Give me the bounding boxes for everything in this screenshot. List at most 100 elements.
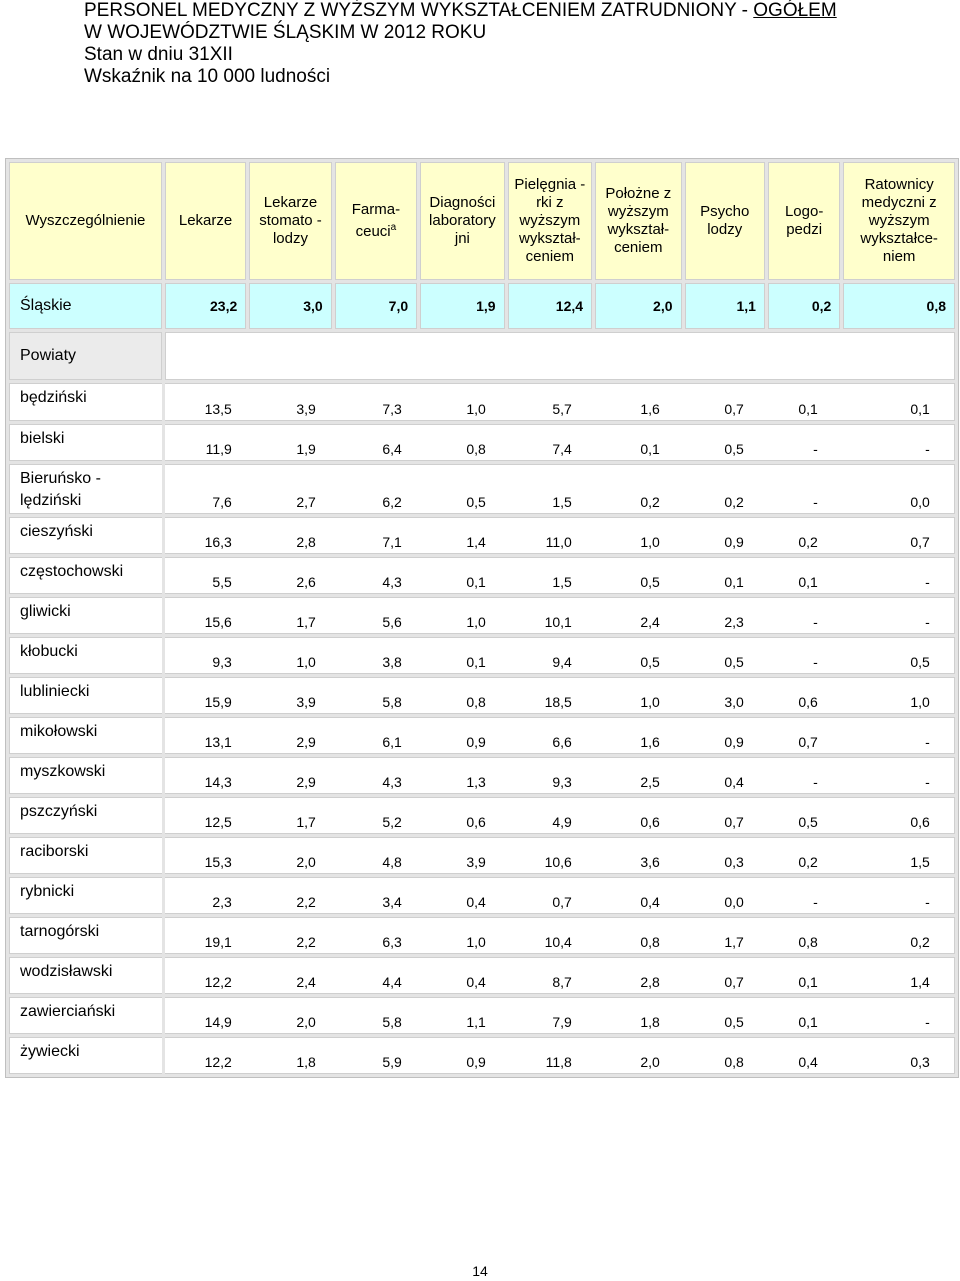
cell-value: 0,8 — [798, 934, 818, 950]
powiaty-row: Powiaty — [9, 332, 955, 380]
cell-value: 0,0 — [724, 894, 744, 910]
cell-value: 2,8 — [296, 534, 316, 550]
cell-value: 0,7 — [798, 734, 818, 750]
slaskie-value: 2,0 — [595, 283, 682, 329]
cell-value: 0,5 — [724, 654, 744, 670]
cell-value: - — [813, 654, 818, 670]
cell-value: 1,0 — [466, 614, 486, 630]
cell-value: 0,1 — [640, 441, 660, 457]
header-farmaceuci: Farma- ceucia — [334, 162, 418, 280]
cell-value: 2,0 — [296, 1014, 316, 1030]
cell-value: 1,6 — [640, 401, 660, 417]
row-values: 11,9 1,9 6,4 0,8 7,4 0,1 0,5 - - — [164, 424, 955, 461]
cell-value: 5,7 — [552, 401, 572, 417]
row-values-grid: 11,9 1,9 6,4 0,8 7,4 0,1 0,5 - - — [165, 425, 954, 460]
cell-value: 5,9 — [382, 1054, 402, 1070]
cell-value: 1,0 — [640, 534, 660, 550]
row-values-grid: 13,5 3,9 7,3 1,0 5,7 1,6 0,7 0,1 0,1 — [165, 384, 954, 420]
cell-value: 3,9 — [466, 854, 486, 870]
cell-value: 4,9 — [552, 814, 572, 830]
cell-value: 6,3 — [382, 934, 402, 950]
cell-value: 0,5 — [724, 1014, 744, 1030]
cell-value: 5,5 — [212, 574, 232, 590]
cell-value: 0,4 — [466, 894, 486, 910]
row-values: 7,6 2,7 6,2 0,5 1,5 0,2 0,2 - 0,0 — [164, 464, 955, 514]
cell-value: 1,0 — [640, 694, 660, 710]
table-row: żywiecki 12,2 1,8 5,9 0,9 11,8 2,0 0,8 0,4 0,3 — [9, 1037, 955, 1074]
title-line-4: Wskaźnik na 10 000 ludności — [84, 66, 331, 87]
cell-value: 1,3 — [466, 774, 486, 790]
header-psycholodzy: Psycho lodzy — [684, 162, 765, 280]
cell-value: 7,1 — [382, 534, 402, 550]
row-label: rybnicki — [9, 877, 162, 914]
row-values-grid: 2,3 2,2 3,4 0,4 0,7 0,4 0,0 - - — [165, 878, 954, 913]
cell-value: 1,0 — [466, 401, 486, 417]
cell-value: 1,0 — [910, 694, 930, 710]
header-lekarze: Lekarze — [164, 162, 247, 280]
cell-value: 0,3 — [724, 854, 744, 870]
slaskie-value: 7,0 — [334, 283, 418, 329]
table-row: wodzisławski 12,2 2,4 4,4 0,4 8,7 2,8 0,7 0,1 1,4 — [9, 957, 955, 994]
row-label: Bieruńsko -lędziński — [9, 464, 162, 514]
cell-value: 0,1 — [466, 574, 486, 590]
cell-value: 2,6 — [296, 574, 316, 590]
cell-value: 0,4 — [724, 774, 744, 790]
row-values-grid: 14,9 2,0 5,8 1,1 7,9 1,8 0,5 0,1 - — [165, 998, 954, 1033]
cell-value: 0,1 — [910, 401, 930, 417]
cell-value: 0,4 — [466, 974, 486, 990]
header-diagnosci: Diagności laboratory jni — [420, 162, 505, 280]
row-values-grid: 12,2 2,4 4,4 0,4 8,7 2,8 0,7 0,1 1,4 — [165, 958, 954, 993]
cell-value: 0,3 — [910, 1054, 930, 1070]
row-label: lubliniecki — [9, 677, 162, 714]
cell-value: 0,5 — [640, 574, 660, 590]
table-row: lubliniecki 15,9 3,9 5,8 0,8 18,5 1,0 3,0 0,6 1,0 — [9, 677, 955, 714]
cell-value: - — [925, 894, 930, 910]
cell-value: 7,9 — [552, 1014, 572, 1030]
cell-value: 3,0 — [724, 694, 744, 710]
table-row: zawierciański 14,9 2,0 5,8 1,1 7,9 1,8 0,5 0,1 - — [9, 997, 955, 1034]
cell-value: 0,1 — [466, 654, 486, 670]
cell-value: 2,9 — [296, 734, 316, 750]
row-values: 12,5 1,7 5,2 0,6 4,9 0,6 0,7 0,5 0,6 — [164, 797, 955, 834]
cell-value: - — [925, 574, 930, 590]
cell-value: 5,2 — [382, 814, 402, 830]
cell-value: 15,3 — [204, 854, 232, 870]
row-label: będziński — [9, 383, 162, 421]
title-line-3: Stan w dniu 31XII — [84, 44, 233, 65]
table-row: mikołowski 13,1 2,9 6,1 0,9 6,6 1,6 0,9 0,7 - — [9, 717, 955, 754]
header-pielegniarki: Pielęgnia -rki z wyższym wykształ- cenie… — [507, 162, 593, 280]
row-values-grid: 16,3 2,8 7,1 1,4 11,0 1,0 0,9 0,2 0,7 — [165, 518, 954, 553]
table-row: Bieruńsko -lędziński 7,6 2,7 6,2 0,5 1,5 0,2 0,… — [9, 464, 955, 514]
row-values: 12,2 1,8 5,9 0,9 11,8 2,0 0,8 0,4 0,3 — [164, 1037, 955, 1074]
cell-value: - — [925, 614, 930, 630]
row-values-grid: 7,6 2,7 6,2 0,5 1,5 0,2 0,2 - 0,0 — [165, 465, 954, 513]
row-label: cieszyński — [9, 517, 162, 554]
cell-value: 4,4 — [382, 974, 402, 990]
cell-value: 1,5 — [552, 574, 572, 590]
table-row: tarnogórski 19,1 2,2 6,3 1,0 10,4 0,8 1,7 0,8 0,2 — [9, 917, 955, 954]
cell-value: 0,2 — [798, 854, 818, 870]
cell-value: 7,6 — [212, 494, 232, 510]
row-values-grid: 15,6 1,7 5,6 1,0 10,1 2,4 2,3 - - — [165, 598, 954, 633]
cell-value: - — [813, 894, 818, 910]
document-title: PERSONEL MEDYCZNY Z WYŻSZYM WYKSZTAŁCENI… — [84, 0, 954, 88]
header-polozne: Położne z wyższym wykształ- ceniem — [595, 162, 682, 280]
cell-value: - — [813, 774, 818, 790]
slaskie-value: 1,9 — [420, 283, 505, 329]
row-label: tarnogórski — [9, 917, 162, 954]
cell-value: 9,3 — [212, 654, 232, 670]
cell-value: 0,8 — [640, 934, 660, 950]
cell-value: - — [925, 734, 930, 750]
row-values-grid: 9,3 1,0 3,8 0,1 9,4 0,5 0,5 - 0,5 — [165, 638, 954, 673]
cell-value: 4,8 — [382, 854, 402, 870]
row-values-grid: 13,1 2,9 6,1 0,9 6,6 1,6 0,9 0,7 - — [165, 718, 954, 753]
slaskie-row: Śląskie 23,2 3,0 7,0 1,9 12,4 2,0 1,1 0,… — [9, 283, 955, 329]
cell-value: 7,3 — [382, 401, 402, 417]
cell-value: 2,9 — [296, 774, 316, 790]
cell-value: 0,5 — [798, 814, 818, 830]
cell-value: 13,5 — [204, 401, 232, 417]
cell-value: 0,6 — [640, 814, 660, 830]
row-values: 13,5 3,9 7,3 1,0 5,7 1,6 0,7 0,1 0,1 — [164, 383, 955, 421]
row-values: 2,3 2,2 3,4 0,4 0,7 0,4 0,0 - - — [164, 877, 955, 914]
slaskie-value: 0,8 — [843, 283, 955, 329]
